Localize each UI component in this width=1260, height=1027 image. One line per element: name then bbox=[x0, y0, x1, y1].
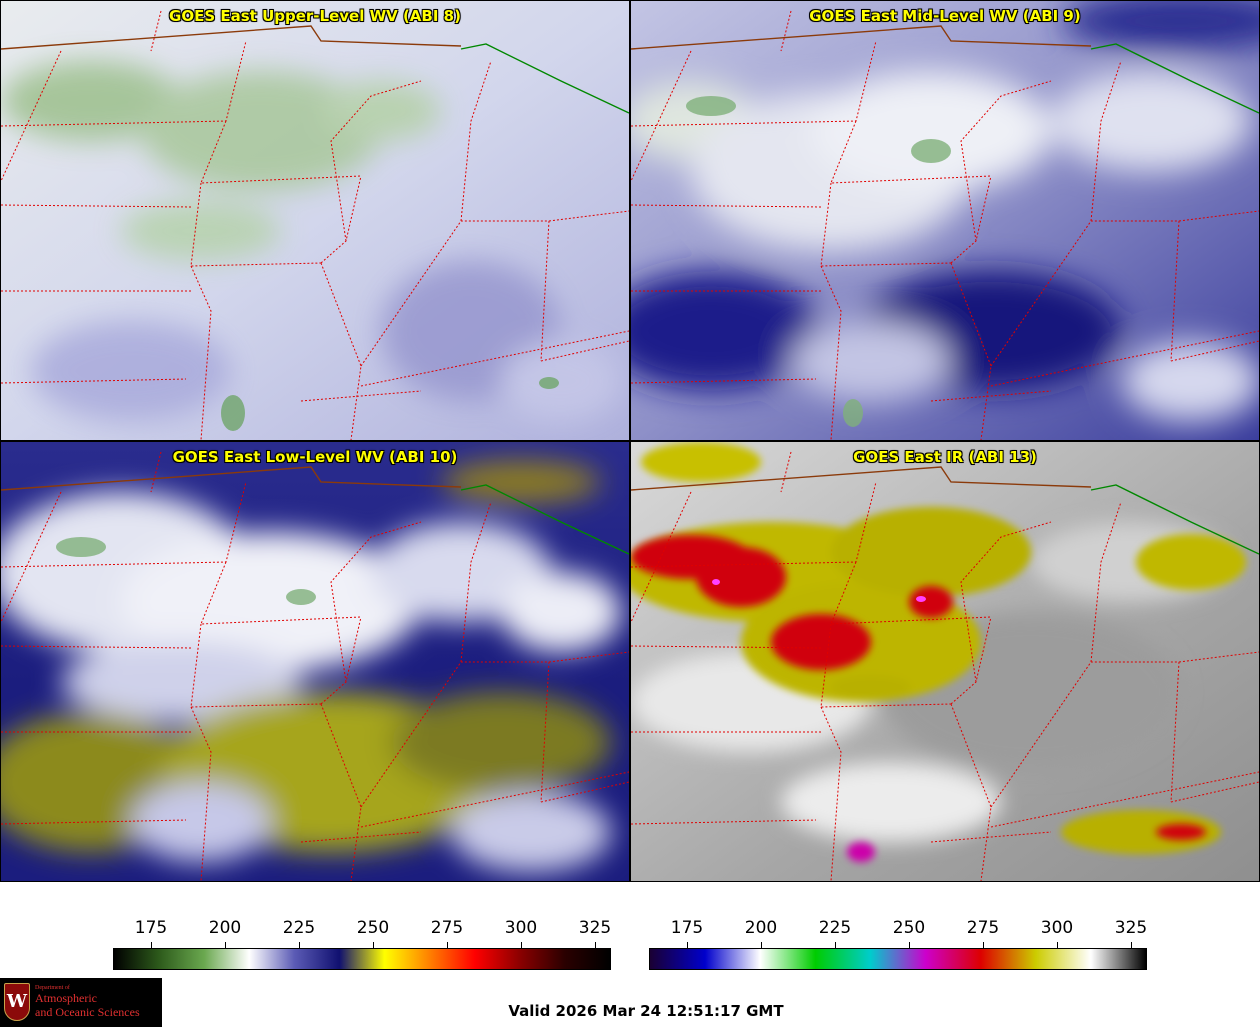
colorbar-tick-mark bbox=[151, 942, 152, 948]
valid-time: Valid 2026 Mar 24 12:51:17 GMT bbox=[508, 1002, 784, 1020]
colorbar-tick-label: 200 bbox=[208, 918, 242, 938]
colorbar-tick-mark bbox=[761, 942, 762, 948]
aos-logo: W Department of Atmospheric and Oceanic … bbox=[0, 978, 162, 1027]
colorbar-ticks: 175 200 225 250 275 300 325 bbox=[113, 918, 611, 948]
colorbar-tick-label: 300 bbox=[504, 918, 538, 938]
colorbar-tick-mark bbox=[373, 942, 374, 948]
colorbar-tick-mark bbox=[835, 942, 836, 948]
panel-title: GOES East Mid-Level WV (ABI 9) bbox=[809, 7, 1081, 25]
colorbar-tick-label: 275 bbox=[430, 918, 464, 938]
low-level-wv-image bbox=[1, 442, 629, 881]
colorbar-tick-label: 175 bbox=[134, 918, 168, 938]
state-borders-overlay bbox=[631, 451, 1259, 881]
colorbar-tick-label: 225 bbox=[282, 918, 316, 938]
colorbar-tick-label: 275 bbox=[966, 918, 1000, 938]
mid-level-wv-image bbox=[631, 1, 1259, 440]
colorbar-gradient bbox=[113, 948, 611, 970]
colorbar-tick-label: 200 bbox=[744, 918, 778, 938]
colorbar-tick-mark bbox=[1057, 942, 1058, 948]
logo-line-1: Atmospheric bbox=[35, 991, 97, 1005]
colorbar-gradient bbox=[649, 948, 1147, 970]
colorbar-tick-label: 175 bbox=[670, 918, 704, 938]
colorbar-tick-mark bbox=[521, 942, 522, 948]
upper-level-wv-panel: GOES East Upper-Level WV (ABI 8) bbox=[0, 0, 630, 441]
ir-panel: GOES East IR (ABI 13) bbox=[630, 441, 1260, 882]
colorbar-tick-mark bbox=[983, 942, 984, 948]
colorbar-tick-mark bbox=[225, 942, 226, 948]
state-borders-overlay bbox=[1, 10, 629, 440]
mid-level-wv-panel: GOES East Mid-Level WV (ABI 9) bbox=[630, 0, 1260, 441]
colorbar-tick-label: 300 bbox=[1040, 918, 1074, 938]
ir-colorbar: 175 200 225 250 275 300 325 bbox=[649, 918, 1147, 974]
colorbar-tick-label: 325 bbox=[1114, 918, 1148, 938]
colorbar-tick-mark bbox=[447, 942, 448, 948]
colorbar-ticks: 175 200 225 250 275 300 325 bbox=[649, 918, 1147, 948]
colorbar-tick-label: 250 bbox=[892, 918, 926, 938]
colorbar-tick-label: 225 bbox=[818, 918, 852, 938]
state-borders-overlay bbox=[1, 451, 629, 881]
state-borders-overlay bbox=[631, 10, 1259, 440]
panel-title: GOES East Low-Level WV (ABI 10) bbox=[172, 448, 458, 466]
upper-level-wv-image bbox=[1, 1, 629, 440]
low-level-wv-panel: GOES East Low-Level WV (ABI 10) bbox=[0, 441, 630, 882]
panel-title: GOES East IR (ABI 13) bbox=[853, 448, 1037, 466]
wv-colorbar: 175 200 225 250 275 300 325 bbox=[113, 918, 611, 974]
uw-crest-icon: W bbox=[4, 983, 30, 1021]
colorbar-tick-label: 250 bbox=[356, 918, 390, 938]
logo-line-2: and Oceanic Sciences bbox=[35, 1005, 140, 1019]
colorbar-tick-mark bbox=[299, 942, 300, 948]
panel-title: GOES East Upper-Level WV (ABI 8) bbox=[169, 7, 461, 25]
colorbar-tick-mark bbox=[595, 942, 596, 948]
colorbar-tick-label: 325 bbox=[578, 918, 612, 938]
colorbar-tick-mark bbox=[909, 942, 910, 948]
ir-image bbox=[631, 442, 1259, 881]
colorbar-tick-mark bbox=[687, 942, 688, 948]
logo-department: Department of bbox=[35, 985, 70, 991]
colorbar-tick-mark bbox=[1131, 942, 1132, 948]
